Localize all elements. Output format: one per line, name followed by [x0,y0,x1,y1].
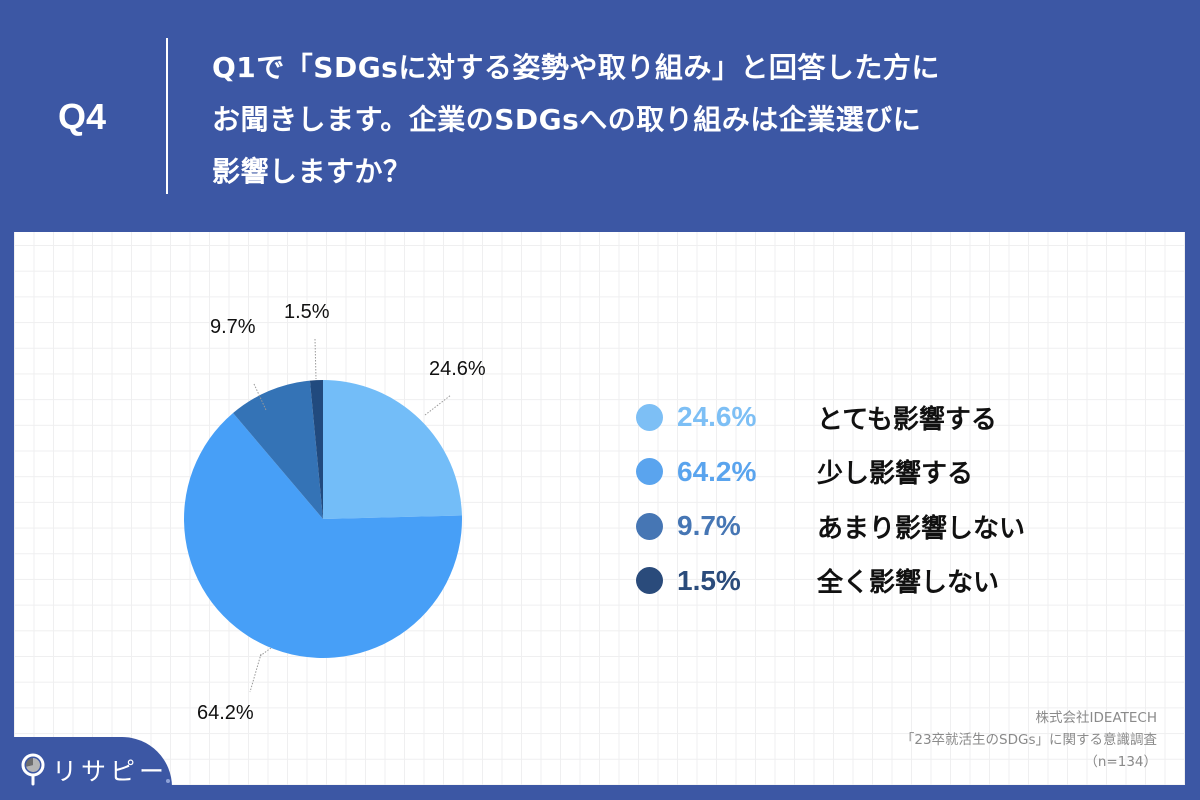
legend-label: とても影響する [817,404,997,435]
legend-percent: 64.2% [677,455,757,487]
leader-line [314,338,317,380]
question-line: Q1で「SDGsに対する姿勢や取り組み」と回答した方に [212,51,940,84]
pie-slice [184,413,462,658]
leader-line [249,653,262,693]
legend-percent: 9.7% [677,510,741,542]
source-sample: （n=134） [1084,754,1157,770]
legend-dot-icon [636,403,663,431]
bottom-strip [0,785,1200,800]
chart-panel: 24.6% 64.2% 9.7% 1.5% 24.6% とても影響する 64.2… [14,232,1185,785]
pin-pie-icon [21,753,45,786]
logo-dot [166,779,171,783]
question-text: Q1で「SDGsに対する姿勢や取り組み」と回答した方に お聞きします。企業のSD… [212,42,1172,198]
pie-chart [184,338,462,693]
legend-dot-icon [636,567,663,595]
question-line: 影響しますか？ [212,155,412,188]
question-line: お聞きします。企業のSDGsへの取り組みは企業選びに [212,103,922,136]
legend-percent: 1.5% [677,564,741,596]
pie-slice [233,380,323,519]
legend-label: 全く影響しない [817,568,1000,599]
legend-label: あまり影響しない [817,513,1026,544]
pie-label-little: 9.7% [210,316,256,338]
logo-text: リサピー [52,757,169,786]
legend-label: 少し影響する [817,459,974,490]
source-note: 株式会社IDEATECH 「23卒就活生のSDGs」に関する意識調査 （n=13… [901,707,1157,773]
pie-label-none: 1.5% [284,301,330,323]
legend-dot-icon [636,512,663,540]
leader-line [424,394,452,416]
legend-item: 24.6% とても影響する [636,390,1025,445]
header: Q4 Q1で「SDGsに対する姿勢や取り組み」と回答した方に お聞きします。企業… [0,0,1200,232]
pie-label-very: 24.6% [429,358,486,380]
legend-item: 1.5% 全く影響しない [636,554,1025,609]
pie-label-somewhat: 64.2% [197,702,254,724]
pie-slice [309,380,323,519]
header-divider [166,38,168,194]
pie-slice [323,380,462,519]
legend-item: 9.7% あまり影響しない [636,499,1025,554]
logo: リサピー [20,752,171,788]
legend-item: 64.2% 少し影響する [636,445,1025,500]
logo-tab [14,737,172,800]
leader-line [259,647,272,657]
question-number: Q4 [58,96,107,137]
source-survey: 「23卒就活生のSDGs」に関する意識調査 [900,732,1157,748]
source-company: 株式会社IDEATECH [1035,710,1157,726]
legend-percent: 24.6% [677,401,757,433]
legend-dot-icon [636,458,663,486]
legend: 24.6% とても影響する 64.2% 少し影響する 9.7% あまり影響しない… [636,390,1025,608]
